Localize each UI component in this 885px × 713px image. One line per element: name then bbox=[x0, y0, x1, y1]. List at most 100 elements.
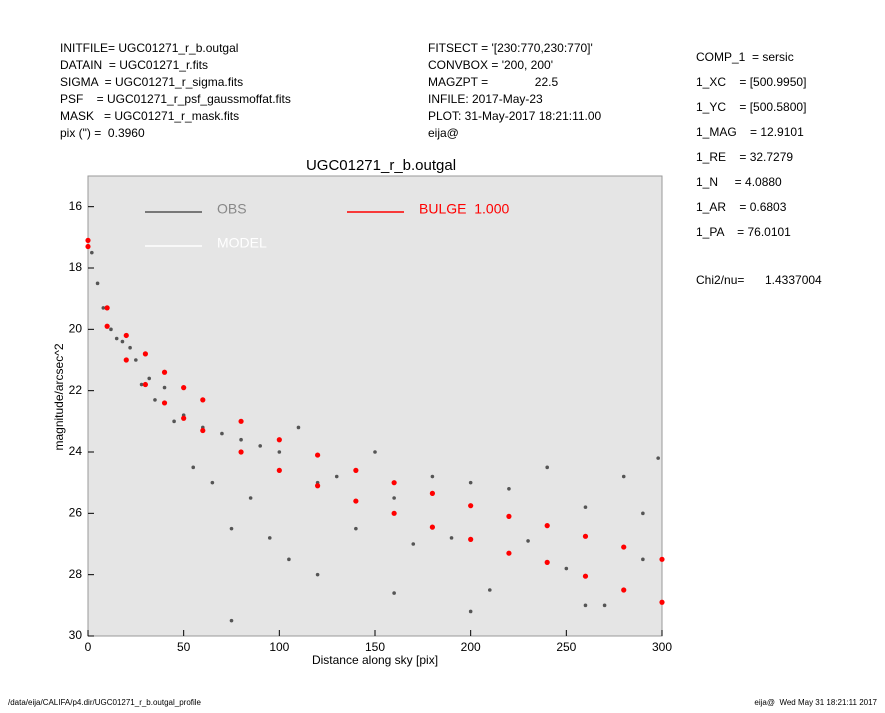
data-point bbox=[258, 444, 263, 448]
plot-area bbox=[87, 175, 663, 637]
data-point bbox=[526, 539, 530, 543]
x-tick-label: 150 bbox=[365, 640, 385, 654]
data-point bbox=[238, 449, 244, 455]
data-point bbox=[507, 487, 511, 491]
data-point bbox=[200, 427, 206, 434]
x-tick-label: 250 bbox=[556, 640, 576, 654]
data-point bbox=[506, 513, 512, 520]
header-line: INFILE: 2017-May-23 bbox=[428, 92, 543, 106]
data-point bbox=[229, 618, 234, 623]
data-point bbox=[161, 369, 168, 375]
header-line: PSF = UGC01271_r_psf_gaussmoffat.fits bbox=[60, 92, 291, 106]
data-point bbox=[544, 523, 550, 529]
data-point bbox=[109, 327, 113, 332]
data-point bbox=[248, 496, 253, 500]
header-line: FITSECT = '[230:770,230:770]' bbox=[428, 41, 593, 55]
data-point bbox=[104, 323, 110, 329]
legend-label: BULGE 1.000 bbox=[419, 201, 509, 217]
header-line: INITFILE= UGC01271_r_b.outgal bbox=[60, 41, 238, 55]
data-point bbox=[134, 358, 138, 362]
data-point bbox=[429, 490, 435, 496]
data-point bbox=[276, 437, 282, 443]
data-point bbox=[641, 511, 645, 516]
data-point bbox=[544, 559, 550, 566]
data-point bbox=[373, 450, 377, 454]
data-point bbox=[659, 599, 665, 605]
data-point bbox=[392, 496, 396, 500]
data-point bbox=[468, 503, 474, 509]
data-point bbox=[220, 431, 224, 436]
component-line: 1_RE = 32.7279 bbox=[696, 150, 793, 164]
header-line: SIGMA = UGC01271_r_sigma.fits bbox=[60, 75, 243, 89]
component-line: 1_PA = 76.0101 bbox=[696, 225, 791, 239]
data-point bbox=[181, 415, 187, 421]
x-axis-label: Distance along sky [pix] bbox=[312, 653, 438, 667]
y-axis-label: magnitude/arcsec^2 bbox=[52, 343, 66, 450]
footer-stamp: eija@ Wed May 31 18:21:11 2017 bbox=[754, 698, 877, 707]
data-point bbox=[582, 533, 589, 539]
header-line: eija@ bbox=[428, 126, 459, 140]
data-point bbox=[488, 588, 492, 592]
data-point bbox=[391, 480, 397, 486]
data-point bbox=[210, 480, 215, 485]
header-line: DATAIN = UGC01271_r.fits bbox=[60, 58, 208, 72]
x-tick-label: 100 bbox=[269, 640, 289, 654]
header-line: PLOT: 31-May-2017 18:21:11.00 bbox=[428, 109, 602, 123]
data-point bbox=[142, 381, 148, 388]
data-point bbox=[142, 351, 148, 357]
data-point bbox=[506, 550, 512, 556]
data-point bbox=[161, 400, 168, 406]
data-point bbox=[287, 557, 291, 562]
data-point bbox=[239, 437, 243, 442]
data-point bbox=[583, 603, 588, 608]
data-point bbox=[276, 467, 282, 473]
data-point bbox=[315, 572, 320, 577]
component-line: COMP_1 = sersic bbox=[696, 50, 794, 64]
data-point bbox=[104, 305, 110, 311]
data-point bbox=[430, 474, 435, 479]
data-point bbox=[238, 418, 244, 424]
component-line: 1_XC = [500.9950] bbox=[696, 75, 806, 89]
data-point bbox=[162, 385, 167, 390]
data-point bbox=[120, 339, 125, 344]
data-point bbox=[123, 357, 129, 363]
x-tick-label: 50 bbox=[177, 640, 191, 654]
component-line: 1_N = 4.0880 bbox=[696, 175, 782, 189]
data-point bbox=[277, 450, 282, 454]
y-tick-label: 20 bbox=[69, 322, 83, 336]
data-point bbox=[449, 536, 454, 540]
data-point bbox=[101, 306, 106, 310]
data-point bbox=[123, 332, 129, 339]
data-point bbox=[172, 419, 176, 424]
data-point bbox=[641, 557, 645, 562]
component-line: 1_MAG = 12.9101 bbox=[696, 125, 804, 139]
y-tick-label: 22 bbox=[69, 383, 83, 397]
legend-label: MODEL bbox=[217, 235, 267, 251]
data-point bbox=[95, 281, 100, 286]
header-line: CONVBOX = '200, 200' bbox=[428, 58, 553, 72]
header-line: pix (") = 0.3960 bbox=[60, 126, 145, 140]
legend-label: OBS bbox=[217, 201, 247, 217]
footer-path: /data/eija/CALIFA/p4.dir/UGC01271_r_b.ou… bbox=[8, 698, 202, 707]
data-point bbox=[200, 397, 206, 403]
data-point bbox=[139, 382, 144, 387]
data-point bbox=[267, 536, 272, 540]
data-point bbox=[391, 510, 397, 516]
data-point bbox=[621, 474, 626, 479]
data-point bbox=[334, 474, 339, 479]
header-line: MASK = UGC01271_r_mask.fits bbox=[60, 109, 239, 123]
component-line: 1_YC = [500.5800] bbox=[696, 100, 806, 114]
chart-title: UGC01271_r_b.outgal bbox=[306, 157, 456, 174]
data-point bbox=[621, 544, 627, 550]
data-point bbox=[315, 483, 321, 489]
x-tick-label: 0 bbox=[85, 640, 92, 654]
data-point bbox=[229, 526, 234, 531]
data-point bbox=[468, 480, 473, 485]
data-point bbox=[181, 385, 187, 391]
x-tick-label: 300 bbox=[652, 640, 672, 654]
chi2-label: Chi2/nu= bbox=[696, 273, 744, 287]
y-tick-label: 24 bbox=[69, 444, 83, 458]
y-tick-label: 26 bbox=[69, 506, 83, 520]
data-point bbox=[353, 467, 359, 473]
